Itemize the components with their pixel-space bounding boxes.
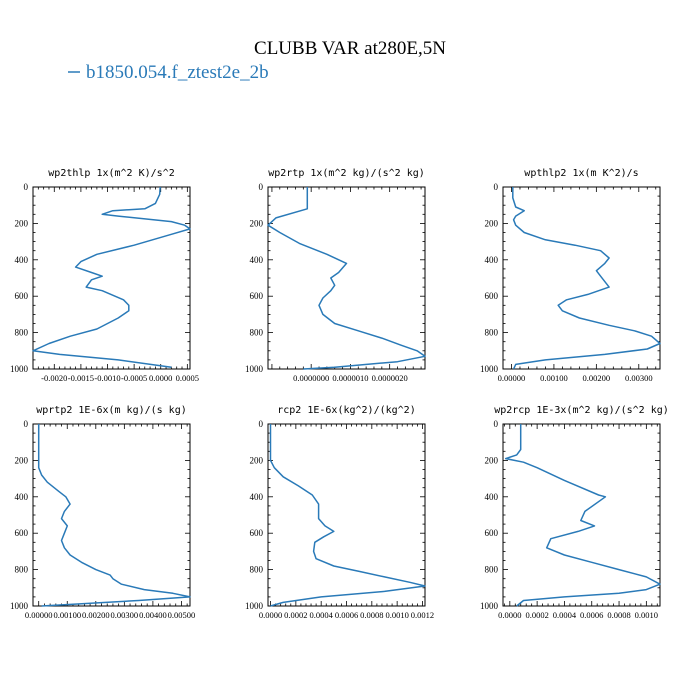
y-tick-label: 400	[485, 492, 499, 502]
y-tick-label: 1000	[10, 601, 29, 611]
x-tick-label: -0.0010	[94, 373, 120, 383]
y-tick-label: 800	[250, 565, 264, 575]
y-tick-label: 600	[250, 291, 264, 301]
y-tick-label: 200	[15, 455, 29, 465]
x-tick-label: 0.0008	[607, 610, 630, 620]
y-tick-label: 600	[15, 291, 29, 301]
panel-2: wp2rtp 1x(m^2 kg)/(s^2 kg) 0 200 400 600 800 1…	[245, 168, 426, 383]
x-tick-label: 0.0000	[259, 610, 282, 620]
y-tick-label: 0	[24, 419, 29, 429]
legend-label: b1850.054.f_ztest2e_2b	[86, 62, 269, 83]
y-tick-label: 600	[250, 528, 264, 538]
y-tick-label: 200	[250, 218, 264, 228]
y-tick-label: 600	[485, 291, 499, 301]
y-tick-label: 1000	[245, 601, 264, 611]
y-tick-label: 0	[494, 182, 499, 192]
y-tick-label: 600	[15, 528, 29, 538]
plot-frame	[267, 423, 426, 607]
x-tick-label: 0.0000020	[372, 373, 408, 383]
series-line	[269, 424, 426, 607]
panel-4: wprtp2 1E-6x(m kg)/(s kg) 0 200 400 600 800 10…	[10, 405, 195, 620]
x-tick-label: 0.0002	[525, 610, 548, 620]
y-tick-label: 400	[250, 492, 264, 502]
x-tick-label: 0.00200	[82, 610, 110, 620]
y-tick-label: 800	[15, 328, 29, 338]
panel-title: wp2rcp 1E-3x(m^2 kg)/(s^2 kg)	[494, 405, 669, 416]
y-tick-label: 1000	[480, 364, 499, 374]
x-tick-label: 0.00200	[583, 373, 611, 383]
y-tick-label: 1000	[245, 364, 264, 374]
x-tick-label: -0.0005	[121, 373, 147, 383]
x-tick-label: 0.0012	[411, 610, 434, 620]
x-tick-label: 0.0010	[385, 610, 408, 620]
y-tick-label: 1000	[10, 364, 29, 374]
y-tick-label: 0	[24, 182, 29, 192]
y-tick-label: 400	[15, 492, 29, 502]
x-tick-label: 0.0004	[309, 610, 333, 620]
x-tick-label: 0.00000	[498, 373, 526, 383]
y-tick-label: 0	[494, 419, 499, 429]
panel-6: wp2rcp 1E-3x(m^2 kg)/(s^2 kg) 0 200 400 600 8…	[480, 405, 669, 620]
panel-title: rcp2 1E-6x(kg^2)/(kg^2)	[277, 405, 415, 416]
x-tick-label: 0.0004	[553, 610, 577, 620]
x-tick-label: 0.00000	[25, 610, 53, 620]
y-tick-label: 0	[259, 419, 264, 429]
y-tick-label: 1000	[480, 601, 499, 611]
y-tick-label: 400	[15, 255, 29, 265]
x-tick-label: 0.00100	[53, 610, 81, 620]
panel-title: wprtp2 1E-6x(m kg)/(s kg)	[36, 405, 187, 416]
y-tick-label: 0	[259, 182, 264, 192]
x-tick-label: 0.00500	[168, 610, 196, 620]
y-tick-label: 600	[485, 528, 499, 538]
plot-frame	[32, 423, 191, 607]
y-tick-label: 200	[485, 455, 499, 465]
x-tick-label: 0.0006	[580, 610, 603, 620]
x-tick-label: 0.0008	[360, 610, 383, 620]
y-tick-label: 800	[250, 328, 264, 338]
x-tick-label: 0.00300	[625, 373, 653, 383]
y-tick-label: 400	[485, 255, 499, 265]
x-tick-label: -0.0015	[68, 373, 94, 383]
x-tick-label: 0.0002	[284, 610, 307, 620]
plot-frame	[502, 423, 661, 607]
x-tick-label: -0.0020	[41, 373, 67, 383]
series-line	[512, 187, 661, 370]
y-tick-label: 200	[485, 218, 499, 228]
x-tick-label: 0.0000000	[293, 373, 329, 383]
plot-frame	[502, 186, 661, 370]
panel-title: wp2thlp 1x(m^2 K)/s^2	[48, 168, 174, 179]
x-tick-label: 0.0000	[149, 373, 172, 383]
panel-1: wp2thlp 1x(m^2 K)/s^2 0 200 400 600 800 1000 -0…	[10, 168, 199, 383]
figure-title: CLUBB VAR at280E,5N	[254, 38, 446, 59]
panel-title: wp2rtp 1x(m^2 kg)/(s^2 kg)	[268, 168, 425, 179]
x-tick-label: 0.0000	[498, 610, 521, 620]
x-tick-label: 0.0000010	[332, 373, 368, 383]
series-line	[32, 186, 191, 368]
plot-frame	[267, 186, 426, 370]
y-tick-label: 800	[485, 328, 499, 338]
y-tick-label: 800	[15, 565, 29, 575]
series-line	[267, 187, 426, 370]
x-tick-label: 0.0005	[176, 373, 199, 383]
panel-5: rcp2 1E-6x(kg^2)/(kg^2) 0 200 400 600 800 1000…	[245, 405, 434, 620]
series-line	[504, 424, 661, 607]
y-tick-label: 200	[15, 218, 29, 228]
x-tick-label: 0.00100	[540, 373, 568, 383]
y-tick-label: 400	[250, 255, 264, 265]
series-line	[37, 424, 191, 607]
panel-title: wpthlp2 1x(m K^2)/s	[524, 168, 638, 179]
x-tick-label: 0.00400	[139, 610, 167, 620]
y-tick-label: 800	[485, 565, 499, 575]
x-tick-label: 0.00300	[111, 610, 139, 620]
x-tick-label: 0.0010	[635, 610, 658, 620]
y-tick-label: 200	[250, 455, 264, 465]
x-tick-label: 0.0006	[335, 610, 358, 620]
panel-3: wpthlp2 1x(m K^2)/s020040060080010000.00…	[480, 168, 661, 383]
